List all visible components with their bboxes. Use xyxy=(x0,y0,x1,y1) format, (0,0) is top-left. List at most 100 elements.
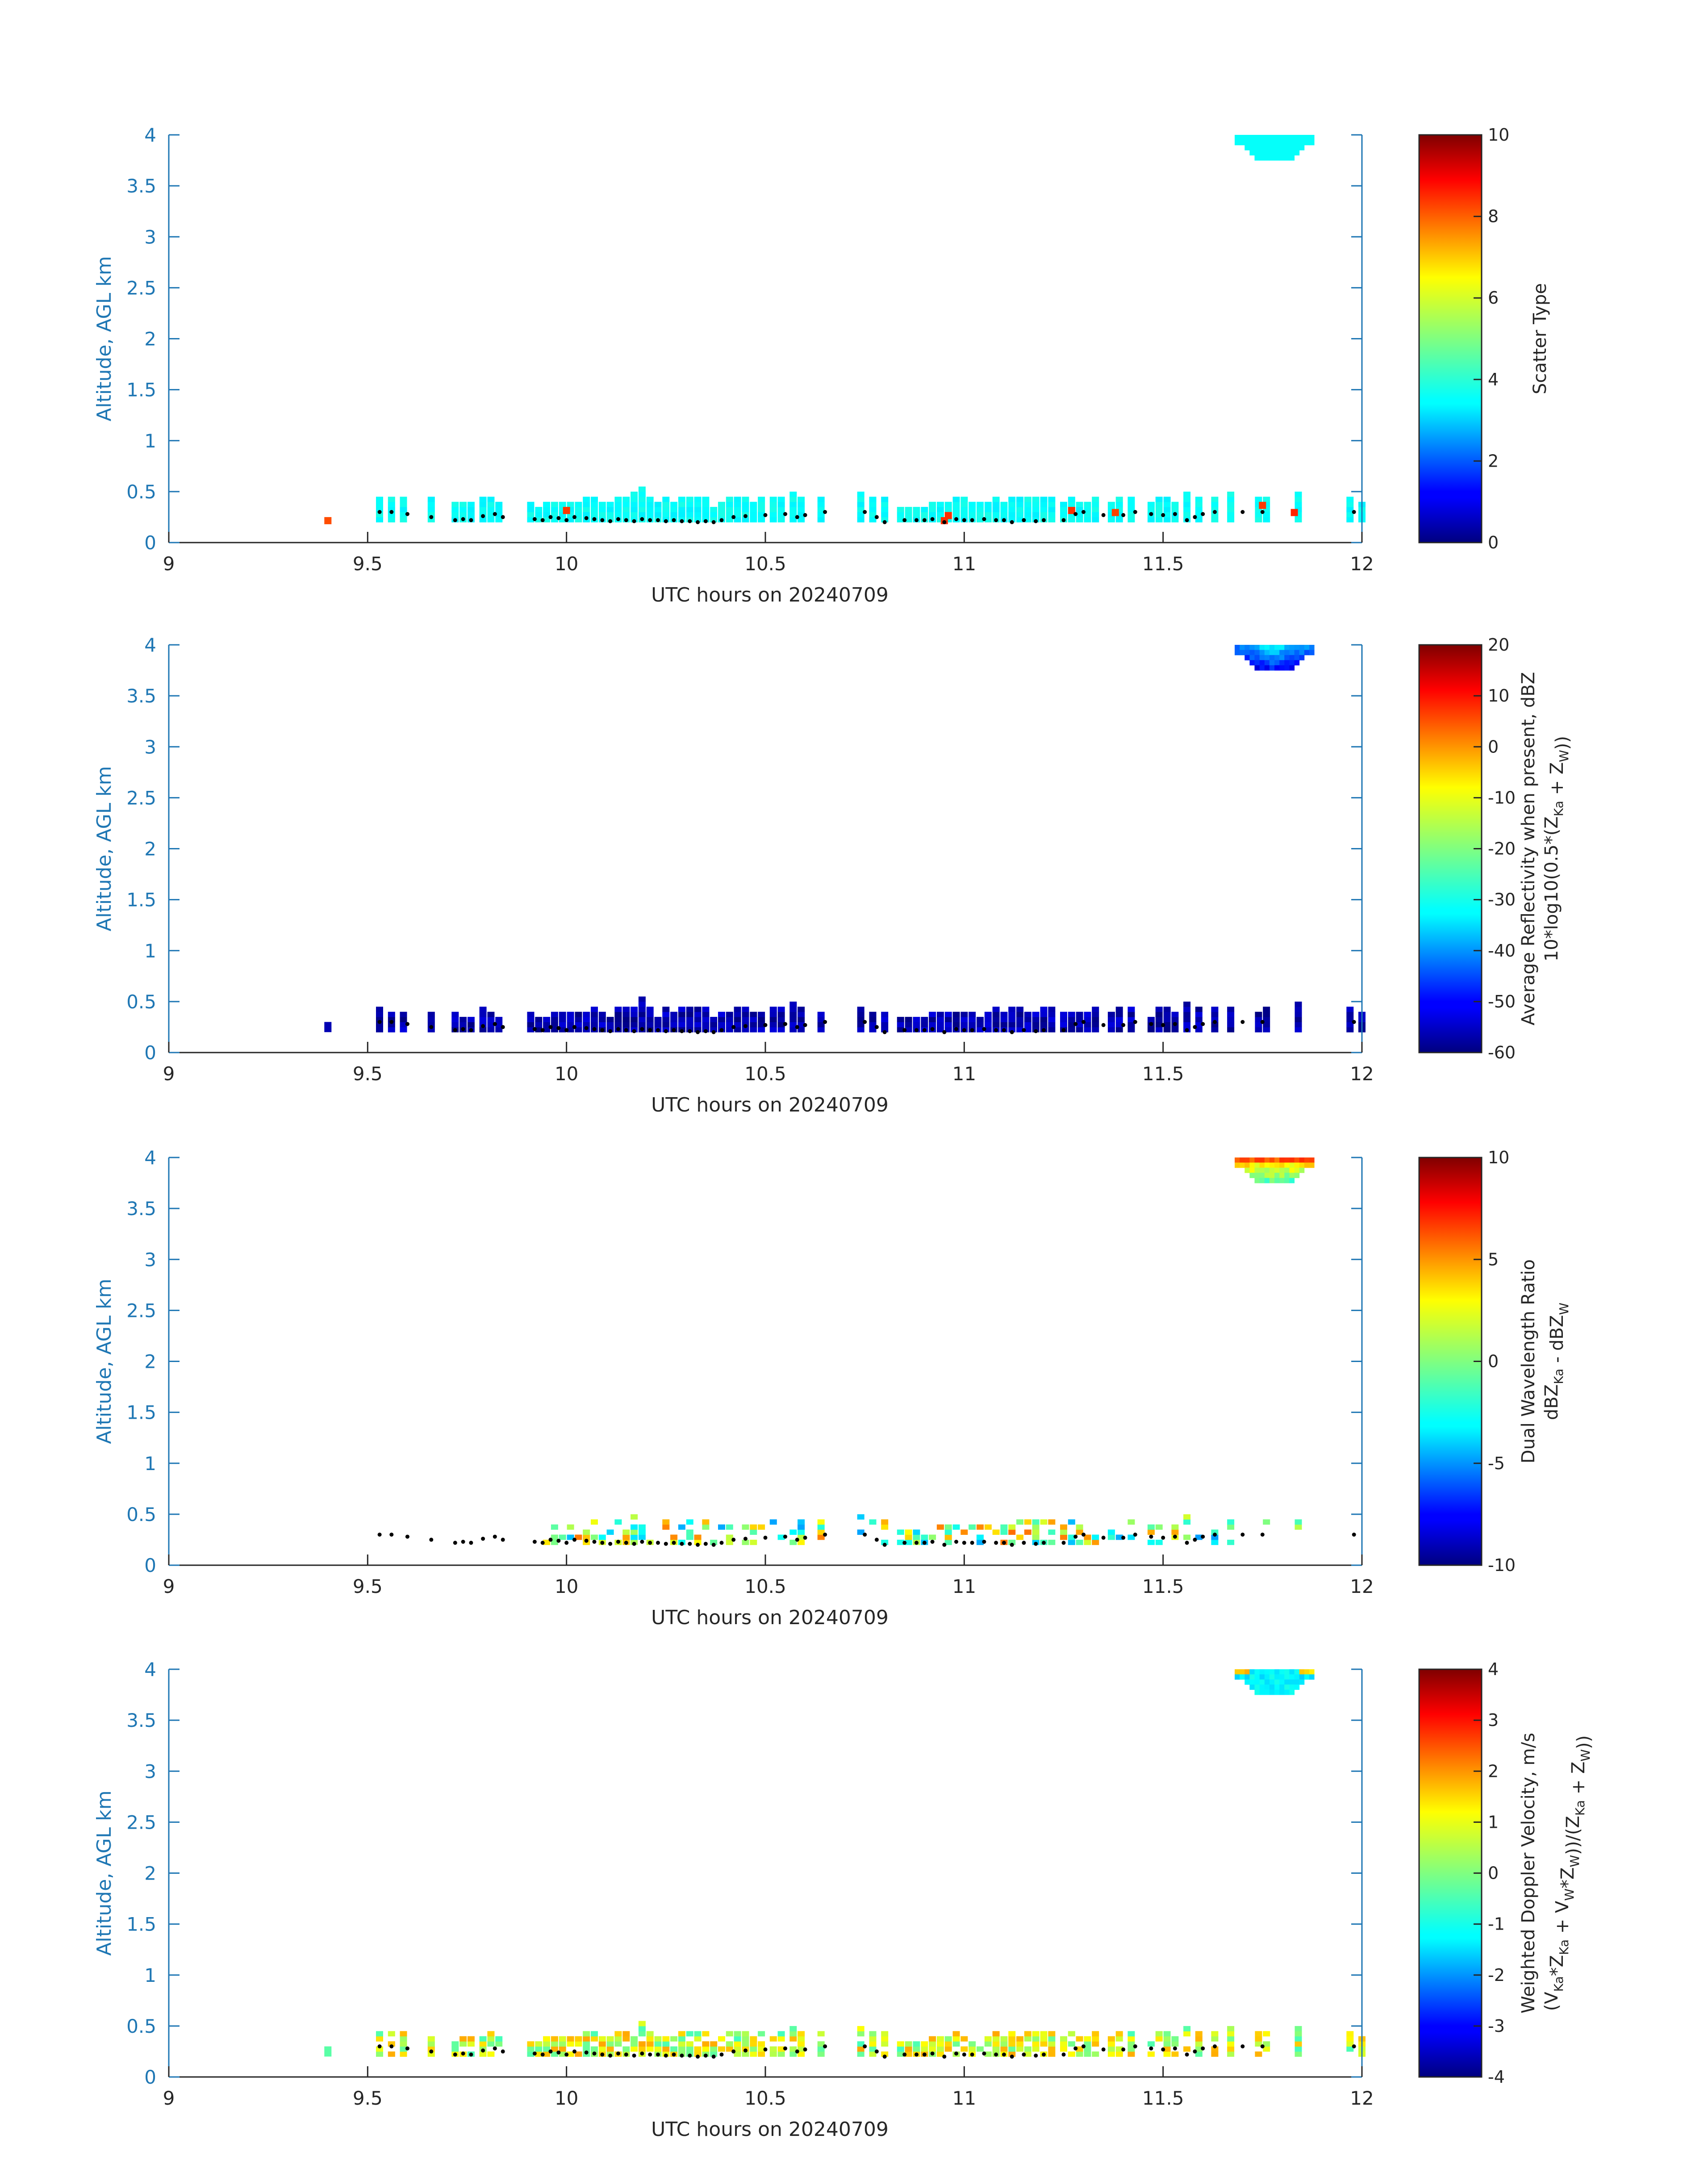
heatmap-cell xyxy=(583,497,590,502)
layer-top-dot xyxy=(1352,2044,1356,2048)
heatmap-cell xyxy=(535,1022,543,1028)
layer-top-dot xyxy=(1002,518,1006,522)
heatmap-cell xyxy=(1299,1167,1305,1173)
heatmap-cell xyxy=(742,1027,749,1032)
heatmap-cell xyxy=(1032,1524,1040,1530)
heatmap-cell xyxy=(535,1027,543,1032)
heatmap-cell xyxy=(527,1017,535,1022)
heatmap-cell xyxy=(662,1524,670,1530)
heatmap-cell xyxy=(1195,517,1203,522)
heatmap-cell xyxy=(1076,2036,1083,2042)
heatmap-cell xyxy=(495,1022,503,1028)
heatmap-cell xyxy=(1249,655,1255,660)
heatmap-cell xyxy=(1289,1157,1295,1163)
heatmap-cell xyxy=(1128,507,1135,512)
heatmap-cell xyxy=(897,2041,904,2047)
heatmap-cell xyxy=(1008,2046,1016,2052)
colorbar-gradient xyxy=(1418,1668,1482,2078)
heatmap-cell xyxy=(944,1524,952,1530)
heatmap-cell xyxy=(952,2036,960,2042)
layer-top-dot xyxy=(1201,512,1205,516)
heatmap-cell xyxy=(606,512,614,518)
heatmap-cell xyxy=(1279,1178,1285,1183)
heatmap-cell xyxy=(750,1011,757,1017)
y-tick-label: 1 xyxy=(144,1453,156,1475)
heatmap-cell xyxy=(944,1534,952,1540)
heatmap-cell xyxy=(376,517,383,522)
heatmap-cell xyxy=(817,507,825,512)
layer-top-dot xyxy=(548,2049,553,2054)
y-tick-label: 2 xyxy=(144,328,156,350)
layer-top-dot xyxy=(1352,1533,1356,1537)
heatmap-cell xyxy=(631,1007,638,1012)
heatmap-cell xyxy=(427,2036,435,2042)
heatmap-cell xyxy=(750,517,757,522)
heatmap-cell xyxy=(1289,1167,1295,1173)
heatmap-cell xyxy=(1128,1519,1135,1525)
layer-top-dot xyxy=(624,1028,628,1032)
colorbar-tick-label: -20 xyxy=(1488,839,1516,859)
heatmap-cell xyxy=(1309,1674,1315,1680)
heatmap-cell xyxy=(646,512,654,518)
heatmap-cell xyxy=(984,501,992,507)
heatmap-cell xyxy=(1016,1534,1023,1540)
heatmap-cell xyxy=(1255,2041,1262,2047)
layer-top-dot xyxy=(664,1029,668,1033)
heatmap-cell xyxy=(750,1529,757,1535)
layer-top-dot xyxy=(1201,1534,1205,1539)
heatmap-cell xyxy=(535,2046,543,2052)
heatmap-cell xyxy=(527,1027,535,1032)
layer-top-dot xyxy=(795,1025,799,1029)
heatmap-cell xyxy=(1259,501,1266,509)
heatmap-cell xyxy=(467,1017,475,1022)
layer-top-dot xyxy=(823,510,827,514)
heatmap-cell xyxy=(976,1017,984,1022)
heatmap-cell xyxy=(1264,140,1270,146)
layer-top-dot xyxy=(688,519,692,523)
heatmap-cell xyxy=(686,1017,693,1022)
heatmap-cell xyxy=(769,1007,777,1012)
layer-top-dot xyxy=(763,2047,768,2052)
heatmap-cell xyxy=(1060,2041,1067,2047)
heatmap-cell xyxy=(631,491,638,497)
y-tick-label: 2 xyxy=(144,1351,156,1373)
heatmap-cell xyxy=(1171,1011,1179,1017)
heatmap-cell xyxy=(1269,645,1275,650)
layer-top-dot xyxy=(600,2052,605,2057)
heatmap-cell xyxy=(1048,2041,1056,2047)
heatmap-cell xyxy=(1092,1534,1099,1540)
heatmap-cell xyxy=(1024,1022,1031,1028)
layer-top-dot xyxy=(1082,510,1086,514)
heatmap-cell xyxy=(789,1539,797,1545)
heatmap-cell xyxy=(1211,1534,1219,1540)
heatmap-cell xyxy=(479,2051,487,2057)
heatmap-cell xyxy=(614,507,622,512)
heatmap-cell xyxy=(798,1022,805,1028)
heatmap-cell xyxy=(686,2031,693,2037)
heatmap-cell xyxy=(1076,2046,1083,2052)
heatmap-cell xyxy=(1092,2051,1099,2057)
heatmap-cell xyxy=(710,517,718,522)
heatmap-cell xyxy=(789,2046,797,2052)
layer-top-dot xyxy=(982,2052,986,2056)
heatmap-cell xyxy=(1183,2046,1191,2052)
heatmap-cell xyxy=(992,512,1000,518)
heatmap-cell xyxy=(1263,2046,1270,2052)
colorbar-tick-label: -5 xyxy=(1488,1454,1505,1473)
heatmap-cell xyxy=(798,1519,805,1525)
layer-top-dot xyxy=(1073,2046,1078,2051)
heatmap-cell xyxy=(1284,655,1290,660)
heatmap-cell xyxy=(583,507,590,512)
layer-top-dot xyxy=(1034,2053,1038,2058)
heatmap-cell xyxy=(1000,512,1008,518)
layer-top-dot xyxy=(954,1540,958,1544)
heatmap-cell xyxy=(1092,501,1099,507)
heatmap-cell xyxy=(1263,517,1270,522)
heatmap-cell xyxy=(798,2041,805,2047)
layer-top-dot xyxy=(572,1025,576,1029)
heatmap-cell xyxy=(400,2051,407,2057)
heatmap-cell xyxy=(817,1022,825,1028)
heatmap-cell xyxy=(1183,1001,1191,1007)
layer-top-dot xyxy=(592,1540,597,1544)
heatmap-cell xyxy=(686,2046,693,2052)
